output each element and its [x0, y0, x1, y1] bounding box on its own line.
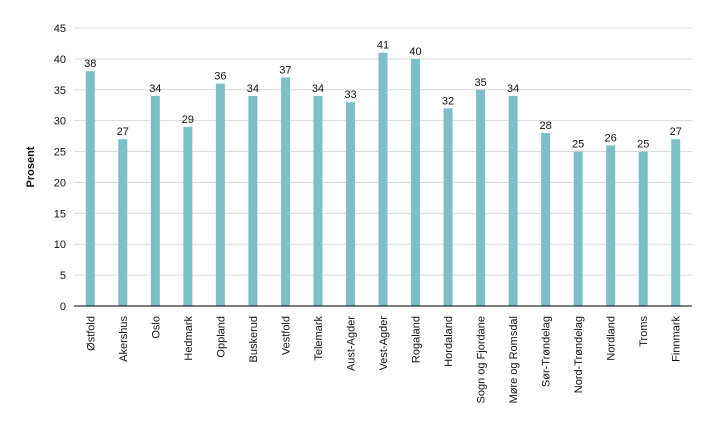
- bar: [573, 151, 583, 306]
- x-tick-label: Nordland: [606, 316, 618, 361]
- data-label: 37: [279, 64, 291, 76]
- data-label: 25: [637, 139, 649, 151]
- x-tick-label: Hordaland: [443, 316, 455, 367]
- data-label: 34: [507, 83, 519, 95]
- bar: [85, 71, 95, 306]
- y-tick-label: 15: [54, 208, 66, 220]
- x-tick-label: Aust-Agder: [345, 316, 357, 371]
- x-tick-label: Nord-Trøndelag: [573, 316, 585, 393]
- x-tick-label: Rogaland: [411, 316, 423, 363]
- bar: [476, 89, 486, 307]
- x-tick-label: Buskerud: [248, 316, 260, 362]
- y-tick-label: 10: [54, 239, 66, 251]
- y-tick-label: 45: [54, 23, 66, 35]
- bar: [183, 126, 193, 306]
- data-label: 41: [377, 40, 389, 52]
- bar: [248, 95, 258, 306]
- bars: [85, 52, 681, 307]
- bar: [280, 77, 290, 306]
- bar: [606, 145, 616, 306]
- bar: [118, 139, 128, 306]
- bar: [508, 95, 518, 306]
- data-label: 27: [117, 126, 129, 138]
- bar: [215, 83, 225, 306]
- data-label: 35: [474, 77, 486, 89]
- x-tick-label: Oslo: [150, 316, 162, 339]
- y-axis-ticks: 0 5 10 15 20 25 30 35 40 45: [54, 23, 66, 313]
- y-tick-label: 40: [54, 54, 66, 66]
- data-label: 38: [84, 58, 96, 70]
- y-tick-label: 30: [54, 116, 66, 128]
- x-tick-label: Møre og Romsdal: [508, 316, 520, 403]
- bar: [638, 151, 648, 306]
- x-tick-label: Oppland: [215, 316, 227, 358]
- data-label: 33: [344, 89, 356, 101]
- y-tick-label: 20: [54, 177, 66, 189]
- data-label: 28: [540, 120, 552, 132]
- bar: [345, 102, 355, 306]
- x-tick-label: Sogn og Fjordane: [476, 316, 488, 403]
- data-label: 34: [149, 83, 161, 95]
- bar: [671, 139, 681, 306]
- bar: [150, 95, 160, 306]
- y-tick-label: 0: [60, 301, 66, 313]
- data-label: 25: [572, 139, 584, 151]
- bar: [378, 52, 388, 306]
- x-axis-ticks: Østfold Akershus Oslo Hedmark Oppland Buskeru…: [85, 316, 682, 404]
- bar: [411, 58, 421, 307]
- data-labels: 38 27 34 29 36 34 37 34 33 41 40 32 35 34 28 25 26 25 27: [84, 40, 682, 151]
- y-axis-title: Prosent: [25, 146, 37, 187]
- x-tick-label: Telemark: [313, 316, 325, 361]
- y-tick-label: 5: [60, 270, 66, 282]
- x-tick-label: Vestfold: [280, 316, 292, 355]
- data-label: 29: [182, 114, 194, 126]
- data-label: 32: [442, 95, 454, 107]
- data-label: 36: [214, 71, 226, 83]
- bar: [313, 95, 323, 306]
- data-label: 34: [247, 83, 259, 95]
- bar: [541, 133, 551, 306]
- y-tick-label: 35: [54, 85, 66, 97]
- x-tick-label: Akershus: [118, 316, 130, 362]
- y-tick-label: 25: [54, 147, 66, 159]
- x-tick-label: Østfold: [85, 316, 97, 351]
- x-tick-label: Finnmark: [671, 316, 683, 362]
- data-label: 27: [670, 126, 682, 138]
- data-label: 40: [409, 46, 421, 58]
- x-tick-label: Vest-Agder: [378, 316, 390, 371]
- bar: [443, 108, 453, 306]
- x-tick-label: Hedmark: [183, 316, 195, 361]
- x-tick-label: Sør-Trøndelag: [541, 316, 553, 387]
- data-label: 26: [605, 132, 617, 144]
- x-tick-label: Troms: [638, 316, 650, 347]
- data-label: 34: [312, 83, 324, 95]
